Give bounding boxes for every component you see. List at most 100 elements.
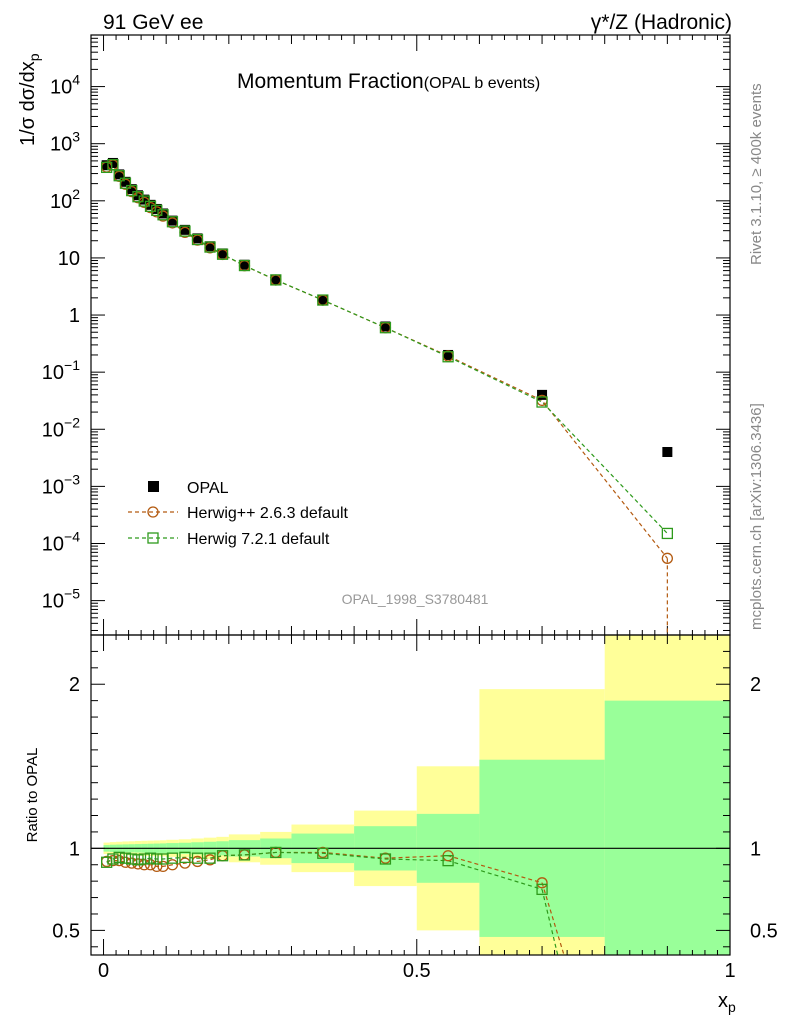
- marker-herwig7: [379, 322, 392, 334]
- line-herwigpp: [106, 164, 668, 559]
- main-y-tick-label-base: 1: [69, 305, 80, 327]
- ratio-marker-herwig7: [179, 851, 191, 864]
- data-point-opal: [132, 190, 143, 201]
- marker-herwig7: [661, 527, 674, 540]
- ratio-marker-herwig7: [144, 852, 157, 864]
- main-y-tick-label-base: 10: [42, 591, 64, 613]
- axis-ticks: [90, 34, 731, 955]
- ratio-marker-herwig7: [166, 852, 179, 864]
- x-axis-label-sub: p: [728, 999, 736, 1015]
- main-y-tick-label-base: 10: [50, 134, 72, 156]
- data-point-opal: [126, 184, 137, 195]
- data-point-opal: [205, 241, 216, 252]
- marker-herwig7: [216, 248, 229, 260]
- legend-marker-herwigpp: [147, 506, 159, 518]
- ratio-marker-herwig7: [138, 853, 150, 865]
- ratio-marker-herwig7: [132, 854, 144, 866]
- ratio-marker-herwig7: [379, 853, 392, 865]
- marker-herwig7: [119, 177, 132, 189]
- marker-herwig7: [442, 351, 454, 363]
- ratio-y-tick-labels: 0.5 0.5 1 1 2 2: [52, 674, 778, 942]
- data-point-opal: [167, 215, 178, 226]
- main-y-tick-label-base: 10: [50, 77, 72, 99]
- data-point-opal: [120, 176, 131, 187]
- ratio-marker-herwig7: [317, 847, 329, 859]
- main-y-tick-label: 1: [69, 305, 80, 327]
- main-series: [101, 157, 674, 635]
- ratio-marker-herwig7: [216, 850, 229, 862]
- marker-herwig7: [536, 396, 548, 408]
- data-point-opal: [145, 199, 156, 210]
- plot-title-sub: (OPAL b events): [424, 75, 541, 92]
- x-axis-label-text: x: [718, 990, 728, 1012]
- marker-herwig7: [317, 294, 329, 306]
- data-point-opal: [158, 208, 169, 219]
- data-point-opal: [107, 157, 118, 168]
- plot-title-main: Momentum Fraction: [237, 70, 424, 93]
- data-point-opal: [443, 349, 454, 360]
- marker-herwig7: [270, 274, 282, 286]
- band-inner-bin: [604, 700, 730, 955]
- ratio-marker-herwig7: [442, 854, 454, 867]
- data-point-opal: [192, 233, 203, 244]
- ratio-y-tick-label-left: 1: [69, 838, 80, 860]
- main-y-tick-label: 10: [58, 248, 80, 270]
- marker-herwigpp: [661, 552, 674, 564]
- rivet-label: Rivet 3.1.10, ≥ 400k events: [748, 83, 765, 265]
- ratio-marker-herwig7: [119, 852, 132, 864]
- marker-herwig7: [107, 158, 119, 171]
- ratio-tail-herwig7: [541, 889, 559, 955]
- main-y-tick-label-exponent: −2: [64, 414, 80, 430]
- ratio-marker-herwigpp: [536, 877, 548, 889]
- marker-herwig7: [126, 184, 138, 197]
- ratio-marker-herwig7: [204, 852, 216, 864]
- ratio-marker-herwig7: [151, 853, 163, 865]
- header-right: γ*/Z (Hadronic): [591, 11, 732, 34]
- marker-herwig7: [113, 170, 125, 182]
- ratio-tail-herwigpp: [541, 882, 565, 955]
- x-axis-label: xp: [718, 990, 736, 1015]
- data-point-opal: [217, 248, 228, 259]
- legend: OPAL Herwig++ 2.6.3 default Herwig 7.2.1…: [128, 480, 349, 548]
- main-y-tick-label-exponent: 2: [72, 186, 80, 202]
- main-y-axis-label-text: 1/σ dσ/dx: [17, 61, 39, 146]
- main-y-tick-label-exponent: −5: [64, 586, 80, 602]
- main-y-tick-label: 10−4: [42, 528, 80, 555]
- main-y-tick-label: 10−2: [42, 414, 80, 441]
- main-y-tick-label: 10−3: [42, 471, 80, 498]
- marker-herwig7: [238, 259, 251, 272]
- ratio-series: [101, 846, 565, 955]
- main-y-tick-label-exponent: −4: [64, 528, 80, 544]
- ratio-marker-herwig7: [270, 846, 282, 859]
- ratio-marker-herwig7: [536, 883, 548, 896]
- ratio-y-tick-label-right: 0.5: [750, 920, 778, 942]
- data-point-opal: [239, 259, 250, 270]
- plot-title: Momentum Fraction(OPAL b events): [237, 70, 540, 93]
- data-point-opal: [101, 160, 112, 171]
- ratio-panel-frame: [90, 634, 731, 956]
- marker-herwig7: [101, 161, 113, 174]
- main-y-tick-label: 102: [50, 186, 80, 213]
- ratio-y-tick-label-left: 0.5: [52, 920, 80, 942]
- ratio-marker-herwig7: [101, 856, 113, 868]
- main-y-tick-label-exponent: 3: [72, 129, 80, 145]
- ratio-marker-herwig7: [113, 851, 125, 864]
- main-y-tick-label-base: 10: [58, 248, 80, 270]
- legend-label-herwig7: Herwig 7.2.1 default: [187, 531, 330, 548]
- x-tick-labels: 0 0.5 1: [98, 960, 736, 982]
- marker-herwig7: [144, 200, 157, 212]
- data-point-opal: [151, 203, 162, 214]
- data-point-opal: [270, 274, 281, 285]
- mcplots-label: mcplots.cern.ch [arXiv:1306.3436]: [748, 403, 765, 630]
- main-y-tick-label-base: 10: [42, 362, 64, 384]
- legend-marker-opal: [148, 481, 159, 492]
- data-point-opal: [317, 294, 328, 305]
- marker-herwig7: [191, 233, 204, 246]
- main-y-tick-label: 104: [50, 72, 80, 99]
- analysis-watermark: OPAL_1998_S3780481: [342, 591, 489, 607]
- x-tick-label: 1: [724, 960, 735, 982]
- main-y-tick-label-base: 10: [42, 419, 64, 441]
- ratio-marker-herwig7: [191, 852, 204, 864]
